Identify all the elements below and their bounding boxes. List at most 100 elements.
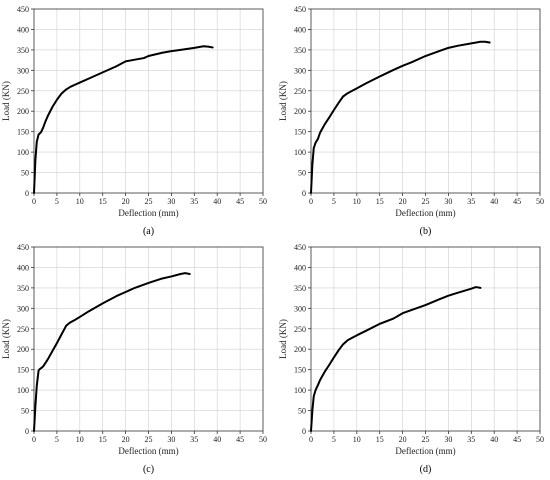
panel-label: (a)	[143, 226, 154, 237]
y-tick-label: 50	[298, 169, 306, 178]
panel-label: (b)	[420, 226, 432, 237]
y-tick-label: 300	[294, 66, 306, 75]
y-axis-label: Load (KN)	[1, 319, 11, 359]
x-tick-label: 20	[399, 197, 407, 206]
y-tick-label: 300	[17, 304, 29, 313]
x-tick-label: 40	[490, 197, 498, 206]
y-tick-label: 0	[302, 189, 306, 198]
x-tick-label: 5	[55, 435, 59, 444]
y-tick-label: 50	[21, 169, 29, 178]
y-tick-label: 350	[17, 284, 29, 293]
y-tick-label: 250	[294, 87, 306, 96]
y-tick-label: 450	[294, 5, 306, 14]
x-tick-label: 15	[99, 435, 107, 444]
load-deflection-curve	[33, 45, 214, 194]
x-tick-label: 45	[236, 197, 244, 206]
x-tick-label: 0	[32, 197, 36, 206]
x-axis-label: Deflection (mm)	[395, 446, 455, 456]
y-axis-label: Load (KN)	[278, 319, 288, 359]
y-tick-label: 400	[294, 25, 306, 34]
y-tick-label: 100	[17, 148, 29, 157]
y-tick-label: 100	[294, 386, 306, 395]
x-tick-label: 35	[467, 197, 475, 206]
y-tick-label: 200	[17, 345, 29, 354]
x-tick-label: 10	[353, 197, 361, 206]
x-tick-label: 40	[213, 197, 221, 206]
x-tick-label: 0	[32, 435, 36, 444]
x-tick-label: 35	[190, 435, 198, 444]
load-deflection-curve	[33, 272, 191, 432]
x-tick-label: 15	[376, 197, 384, 206]
y-tick-label: 250	[294, 325, 306, 334]
y-tick-label: 50	[298, 407, 306, 416]
y-tick-label: 100	[17, 386, 29, 395]
x-tick-label: 30	[444, 197, 452, 206]
x-tick-label: 25	[422, 197, 430, 206]
x-tick-label: 25	[145, 197, 153, 206]
x-tick-label: 30	[444, 435, 452, 444]
x-tick-label: 20	[399, 435, 407, 444]
y-tick-label: 100	[294, 148, 306, 157]
y-tick-label: 0	[25, 427, 29, 436]
x-tick-label: 50	[259, 435, 267, 444]
x-tick-label: 5	[332, 435, 336, 444]
chart-panel-0: 0 5 10 15 20 25 30 35 40 45 50 0 50 100 150 200 250 300 35…	[1, 5, 267, 237]
x-axis-label: Deflection (mm)	[395, 208, 455, 218]
y-tick-label: 350	[294, 284, 306, 293]
panel-label: (c)	[143, 464, 154, 475]
x-tick-label: 40	[490, 435, 498, 444]
load-deflection-curve	[310, 286, 482, 432]
y-tick-label: 200	[294, 345, 306, 354]
y-tick-label: 0	[302, 427, 306, 436]
load-deflection-curve	[310, 40, 491, 194]
x-tick-label: 30	[167, 435, 175, 444]
chart-panel-1: 0 5 10 15 20 25 30 35 40 45 50 0 50 100 150 200 250 300 35…	[278, 5, 544, 237]
y-axis-label: Load (KN)	[1, 81, 11, 121]
x-tick-label: 40	[213, 435, 221, 444]
y-tick-label: 0	[25, 189, 29, 198]
x-tick-label: 5	[332, 197, 336, 206]
y-tick-label: 400	[17, 25, 29, 34]
x-tick-label: 0	[309, 197, 313, 206]
y-tick-label: 450	[294, 243, 306, 252]
x-tick-label: 10	[76, 197, 84, 206]
x-tick-label: 0	[309, 435, 313, 444]
x-tick-label: 20	[122, 435, 130, 444]
y-tick-label: 200	[294, 107, 306, 116]
x-axis-label: Deflection (mm)	[118, 208, 178, 218]
y-tick-label: 400	[17, 263, 29, 272]
y-tick-label: 200	[17, 107, 29, 116]
x-tick-label: 10	[76, 435, 84, 444]
y-tick-label: 150	[294, 366, 306, 375]
x-tick-label: 45	[513, 197, 521, 206]
y-tick-label: 250	[17, 325, 29, 334]
panel-label: (d)	[420, 464, 432, 475]
y-tick-label: 300	[17, 66, 29, 75]
x-tick-label: 25	[145, 435, 153, 444]
y-tick-label: 400	[294, 263, 306, 272]
chart-panel-3: 0 5 10 15 20 25 30 35 40 45 50 0 50 100 150 200 250 300 35…	[278, 243, 544, 475]
y-tick-label: 250	[17, 87, 29, 96]
x-tick-label: 35	[467, 435, 475, 444]
x-tick-label: 25	[422, 435, 430, 444]
y-axis-label: Load (KN)	[278, 81, 288, 121]
x-axis-label: Deflection (mm)	[118, 446, 178, 456]
y-tick-label: 150	[17, 128, 29, 137]
y-tick-label: 450	[17, 243, 29, 252]
x-tick-label: 45	[513, 435, 521, 444]
y-tick-label: 350	[17, 46, 29, 55]
y-tick-label: 450	[17, 5, 29, 14]
x-tick-label: 35	[190, 197, 198, 206]
y-tick-label: 150	[17, 366, 29, 375]
x-tick-label: 50	[536, 435, 544, 444]
x-tick-label: 15	[99, 197, 107, 206]
x-tick-label: 50	[259, 197, 267, 206]
y-tick-label: 50	[21, 407, 29, 416]
y-tick-label: 300	[294, 304, 306, 313]
x-tick-label: 5	[55, 197, 59, 206]
chart-panel-2: 0 5 10 15 20 25 30 35 40 45 50 0 50 100 150 200 250 300 35…	[1, 243, 267, 475]
x-tick-label: 20	[122, 197, 130, 206]
x-tick-label: 15	[376, 435, 384, 444]
y-tick-label: 350	[294, 46, 306, 55]
